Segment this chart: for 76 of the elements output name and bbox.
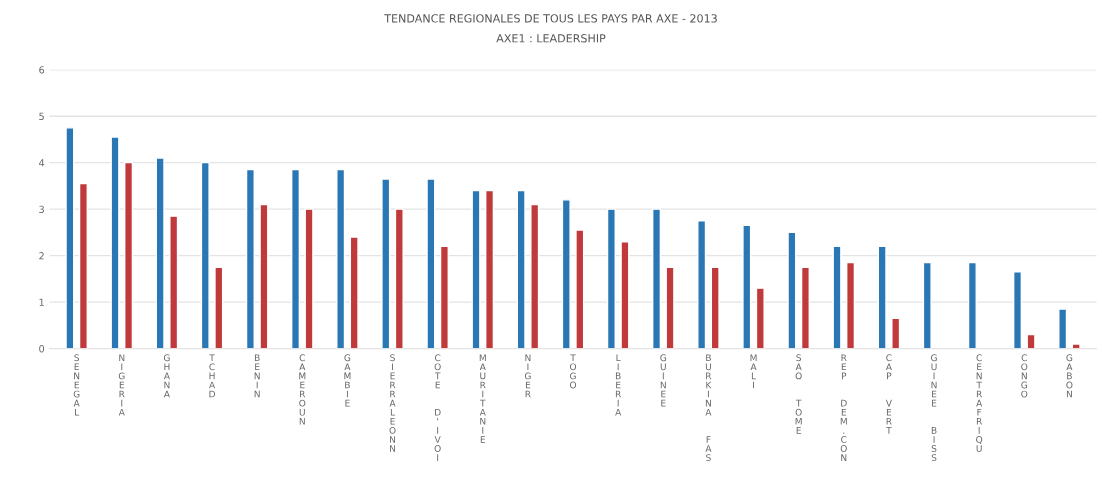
y-tick-label: 4: [39, 159, 45, 167]
x-tick-label: GABON: [1066, 354, 1073, 398]
x-tick-label: TCHAD: [209, 354, 216, 398]
bar: [846, 261, 856, 349]
bar: [516, 189, 526, 349]
x-tick-label: GHANA: [163, 354, 170, 398]
bar: [922, 261, 932, 349]
chart-title: TENDANCE REGIONALES DE TOUS LES PAYS PAR AXE - 2013: [384, 14, 717, 23]
bar: [530, 203, 540, 349]
category-label: MAURITANIE: [479, 354, 486, 443]
y-tick-label: 6: [39, 66, 45, 74]
category-label: REP DEM.CON: [840, 354, 847, 461]
x-tick-label: NIGERIA: [118, 354, 125, 416]
bar: [65, 127, 75, 349]
bar: [800, 266, 810, 349]
bar: [755, 287, 765, 349]
bar: [1026, 333, 1036, 349]
bar: [620, 241, 630, 349]
bar: [710, 266, 720, 349]
y-tick-label: 0: [39, 345, 45, 353]
y-tick-label: 2: [39, 252, 44, 260]
bar: [200, 161, 210, 349]
bar: [336, 168, 346, 349]
x-tick-label: BENIN: [254, 354, 260, 398]
bar: [110, 136, 120, 349]
bar: [1071, 343, 1081, 349]
bar: [394, 208, 404, 349]
bar: [877, 245, 887, 349]
bar: [259, 203, 269, 349]
bar: [1058, 308, 1068, 349]
bar: [78, 182, 88, 349]
category-label: CAP VERT: [885, 354, 892, 434]
bar: [349, 236, 359, 349]
category-label: CENTRAFRIQU: [976, 354, 983, 452]
bar: [155, 157, 165, 349]
x-tick-label: GUINEE: [660, 354, 667, 407]
bar: [606, 208, 616, 349]
bar: [832, 245, 842, 349]
bar: [651, 208, 662, 349]
bar: [381, 178, 391, 349]
x-tick-label: NIGER: [524, 354, 531, 398]
y-tick-label: 1: [39, 298, 44, 306]
bar: [561, 199, 571, 349]
x-tick-label: TOGO: [569, 354, 577, 389]
bar: [575, 229, 585, 349]
category-label: SIERRALEONN: [389, 354, 396, 452]
category-label: BURKINA FAS: [705, 354, 712, 462]
bar: [214, 266, 224, 349]
x-tick-label: GAMBIE: [344, 354, 351, 407]
bar: [426, 178, 436, 349]
bar: [245, 168, 255, 349]
bar: [742, 224, 752, 349]
bar: [1012, 271, 1023, 349]
bar: [891, 317, 901, 349]
y-tick-label: 5: [39, 112, 44, 121]
bar: [665, 266, 675, 349]
y-tick-label: 3: [39, 205, 44, 213]
category-label: GUINEE BISS: [931, 354, 937, 462]
x-tick-label: MALI: [750, 354, 757, 389]
bar: [169, 215, 179, 349]
chart-subtitle: AXE1 : LEADERSHIP: [496, 34, 606, 43]
bar: [471, 189, 481, 349]
bar: [439, 245, 449, 349]
bar: [304, 208, 314, 349]
x-tick-label: SENEGAL: [73, 354, 80, 416]
x-tick-label: CAMEROUN: [299, 354, 306, 425]
bar: [124, 161, 134, 349]
x-tick-label: LIBERIA: [615, 354, 622, 416]
category-label: SAO TOME: [795, 354, 802, 434]
bar: [290, 168, 301, 349]
x-tick-label: CONGO: [1021, 354, 1028, 398]
bar: [485, 189, 495, 349]
bar: [697, 220, 707, 349]
bar: [787, 231, 797, 349]
bar: [967, 261, 977, 349]
category-label: COTE D'IVOI: [434, 354, 441, 461]
